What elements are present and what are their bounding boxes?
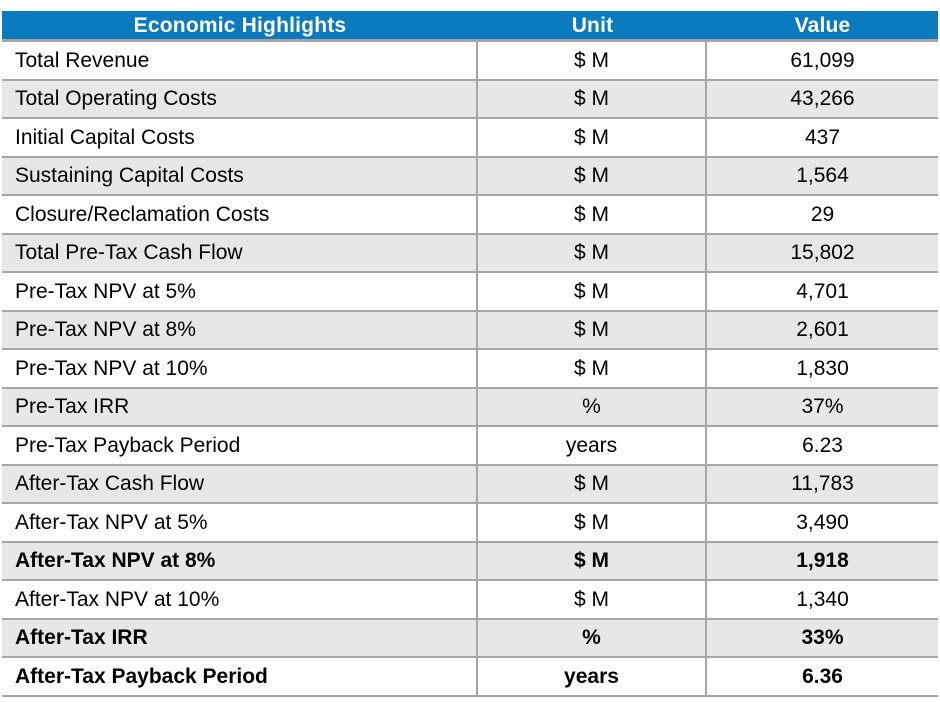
- row-label: After-Tax NPV at 10%: [2, 581, 478, 618]
- row-value: 437: [804, 125, 841, 149]
- row-value: 29: [810, 202, 835, 226]
- row-value: 1,564: [796, 164, 849, 188]
- table-row: After-Tax Cash Flow $ M 11,783: [2, 465, 938, 504]
- row-label: Closure/Reclamation Costs: [2, 196, 478, 233]
- row-unit: $ M: [478, 581, 707, 618]
- table-row: Pre-Tax NPV at 10% $ M 1,830: [2, 350, 938, 389]
- row-unit: years: [478, 658, 707, 695]
- table-row: After-Tax IRR % 33%: [2, 619, 938, 658]
- row-value: 37%: [801, 395, 844, 419]
- row-unit: $ M: [478, 273, 707, 310]
- row-label: Pre-Tax IRR: [2, 388, 478, 425]
- row-value: 2,601: [796, 318, 849, 342]
- table-row: Initial Capital Costs $ M 437: [2, 119, 938, 158]
- row-unit: $ M: [478, 119, 707, 156]
- row-unit: $ M: [478, 42, 707, 79]
- row-label: After-Tax Payback Period: [2, 658, 478, 695]
- table-row: Total Pre-Tax Cash Flow $ M 15,802: [2, 234, 938, 273]
- row-value: 6.23: [802, 433, 843, 457]
- row-value: 15,802: [790, 241, 855, 265]
- row-unit: %: [478, 619, 707, 656]
- table-row: Sustaining Capital Costs $ M 1,564: [2, 157, 938, 196]
- row-label: Sustaining Capital Costs: [2, 157, 478, 194]
- row-label: Pre-Tax NPV at 5%: [2, 273, 478, 310]
- table-row: Pre-Tax NPV at 8% $ M 2,601: [2, 311, 938, 350]
- table-row: Total Operating Costs $ M 43,266: [2, 80, 938, 119]
- row-label: After-Tax NPV at 8%: [2, 542, 478, 579]
- row-unit: $ M: [478, 80, 707, 117]
- row-label: Pre-Tax Payback Period: [2, 427, 478, 464]
- column-header-unit: Unit: [571, 13, 614, 37]
- row-unit: $ M: [478, 542, 707, 579]
- row-label: After-Tax Cash Flow: [2, 465, 478, 502]
- row-label: Pre-Tax NPV at 8%: [2, 311, 478, 348]
- row-unit: $ M: [478, 234, 707, 271]
- column-header-economic-highlights: Economic Highlights: [133, 13, 347, 37]
- row-unit: $ M: [478, 350, 707, 387]
- row-unit: $ M: [478, 465, 707, 502]
- row-unit: $ M: [478, 504, 707, 541]
- table-row: Total Revenue $ M 61,099: [2, 42, 938, 81]
- row-unit: $ M: [478, 157, 707, 194]
- row-label: Total Operating Costs: [2, 80, 478, 117]
- row-value: 4,701: [796, 279, 849, 303]
- row-value: 11,783: [791, 472, 854, 496]
- row-value: 43,266: [790, 87, 855, 111]
- row-unit: $ M: [478, 311, 707, 348]
- row-value: 61,099: [790, 48, 855, 72]
- table-header-row: Economic Highlights Unit Value: [2, 11, 938, 42]
- economic-highlights-table: Economic Highlights Unit Value Total Rev…: [2, 11, 938, 697]
- table-row: Pre-Tax Payback Period years 6.23: [2, 427, 938, 466]
- row-unit: $ M: [478, 196, 707, 233]
- row-label: After-Tax NPV at 5%: [2, 504, 478, 541]
- row-label: Initial Capital Costs: [2, 119, 478, 156]
- row-label: Pre-Tax NPV at 10%: [2, 350, 478, 387]
- column-header-value: Value: [794, 13, 851, 37]
- table-row: Pre-Tax IRR % 37%: [2, 388, 938, 427]
- row-value: 1,918: [796, 549, 849, 573]
- row-unit: years: [478, 427, 707, 464]
- table-row: After-Tax NPV at 10% $ M 1,340: [2, 581, 938, 620]
- table-row: After-Tax Payback Period years 6.36: [2, 658, 938, 697]
- table-body: Total Revenue $ M 61,099 Total Operating…: [2, 42, 938, 697]
- table-row: Pre-Tax NPV at 5% $ M 4,701: [2, 273, 938, 312]
- table-row: Closure/Reclamation Costs $ M 29: [2, 196, 938, 235]
- table-row: After-Tax NPV at 8% $ M 1,918: [2, 542, 938, 581]
- row-label: After-Tax IRR: [2, 619, 478, 656]
- row-value: 1,830: [796, 356, 849, 380]
- row-value: 33%: [801, 626, 844, 650]
- row-value: 6.36: [802, 664, 843, 688]
- row-unit: %: [478, 388, 707, 425]
- row-label: Total Revenue: [2, 42, 478, 79]
- table-row: After-Tax NPV at 5% $ M 3,490: [2, 504, 938, 543]
- row-label: Total Pre-Tax Cash Flow: [2, 234, 478, 271]
- row-value: 3,490: [796, 510, 849, 534]
- row-value: 1,340: [796, 587, 849, 611]
